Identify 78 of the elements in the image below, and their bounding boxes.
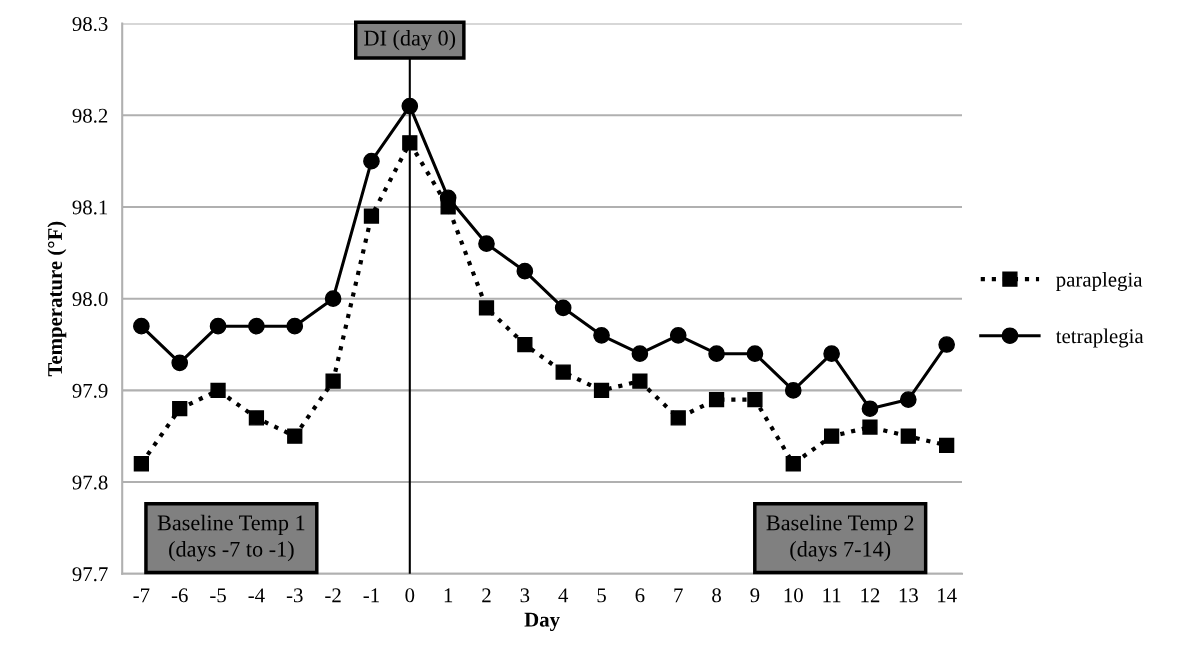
point xyxy=(939,437,955,454)
x-tick-label: 5 xyxy=(597,588,606,603)
y-axis-title: Temperature (°F) xyxy=(47,221,67,377)
x-tick-label: 10 xyxy=(784,588,803,603)
point xyxy=(670,410,686,426)
x-tick-label: -6 xyxy=(171,588,188,603)
point xyxy=(209,317,227,335)
legend-label: tetraplegia xyxy=(1055,328,1144,348)
point xyxy=(402,135,418,151)
x-tick-label: 4 xyxy=(558,588,569,603)
x-tick-label: 1 xyxy=(444,588,453,603)
point xyxy=(554,299,572,317)
legend-label: paraplegia xyxy=(1056,271,1143,291)
y-tick-label: 98.0 xyxy=(72,292,108,307)
x-tick-label: 12 xyxy=(861,588,880,603)
y-tick-label: 97.9 xyxy=(72,383,108,398)
point xyxy=(823,428,840,444)
y-tick-label: 98.1 xyxy=(72,200,108,215)
y-tick-label: 98.2 xyxy=(72,108,108,123)
point xyxy=(478,235,495,252)
point xyxy=(210,382,226,399)
point xyxy=(133,456,150,472)
point xyxy=(363,208,380,224)
x-tick-label: 14 xyxy=(938,588,957,603)
annotation: Baseline Temp 2 (days 7-14) xyxy=(766,514,914,562)
point xyxy=(133,317,150,335)
y-tick-label: 97.8 xyxy=(72,475,108,490)
x-tick-label: 11 xyxy=(823,588,841,603)
point xyxy=(784,382,802,399)
point xyxy=(708,345,725,363)
point xyxy=(363,152,380,170)
point xyxy=(593,382,610,399)
y-tick-label: 97.7 xyxy=(72,567,108,582)
point xyxy=(747,391,763,408)
point xyxy=(593,327,610,344)
x-tick-label: 9 xyxy=(750,588,760,603)
point xyxy=(517,336,533,353)
point xyxy=(324,290,342,308)
point xyxy=(900,428,916,444)
point xyxy=(669,327,687,344)
point xyxy=(171,354,189,372)
point xyxy=(746,345,764,363)
x-tick-label: 2 xyxy=(482,588,491,603)
point xyxy=(401,97,419,115)
x-tick-label: -2 xyxy=(325,588,341,603)
point xyxy=(862,419,878,435)
point xyxy=(631,345,649,363)
point xyxy=(632,373,648,389)
x-tick-label: -5 xyxy=(210,588,226,603)
point xyxy=(248,317,265,335)
x-axis-title: Day xyxy=(524,612,560,632)
point xyxy=(823,345,840,363)
point xyxy=(555,364,571,380)
x-tick-label: 13 xyxy=(899,588,918,603)
point xyxy=(287,428,303,444)
x-tick-label: 3 xyxy=(520,588,530,603)
point xyxy=(899,391,917,408)
x-tick-label: -3 xyxy=(286,588,303,603)
point xyxy=(248,410,265,426)
point xyxy=(785,456,801,472)
point xyxy=(325,373,341,389)
annotation: Baseline Temp 1 (days -7 to -1) xyxy=(157,514,305,562)
point xyxy=(861,400,879,418)
x-tick-label: -7 xyxy=(133,588,150,603)
x-tick-label: -4 xyxy=(248,588,265,603)
x-tick-label: 8 xyxy=(712,588,721,603)
x-tick-label: 0 xyxy=(405,588,415,603)
x-tick-label: 7 xyxy=(674,588,683,603)
point xyxy=(478,300,495,316)
y-tick-label: 98.3 xyxy=(72,16,108,32)
point xyxy=(516,262,534,280)
point xyxy=(172,401,188,417)
ref-line-label: DI (day 0) xyxy=(364,29,456,51)
point xyxy=(938,336,955,353)
x-tick-label: -1 xyxy=(363,588,379,603)
point xyxy=(286,317,304,335)
x-tick-label: 6 xyxy=(635,588,645,603)
point xyxy=(708,391,725,408)
